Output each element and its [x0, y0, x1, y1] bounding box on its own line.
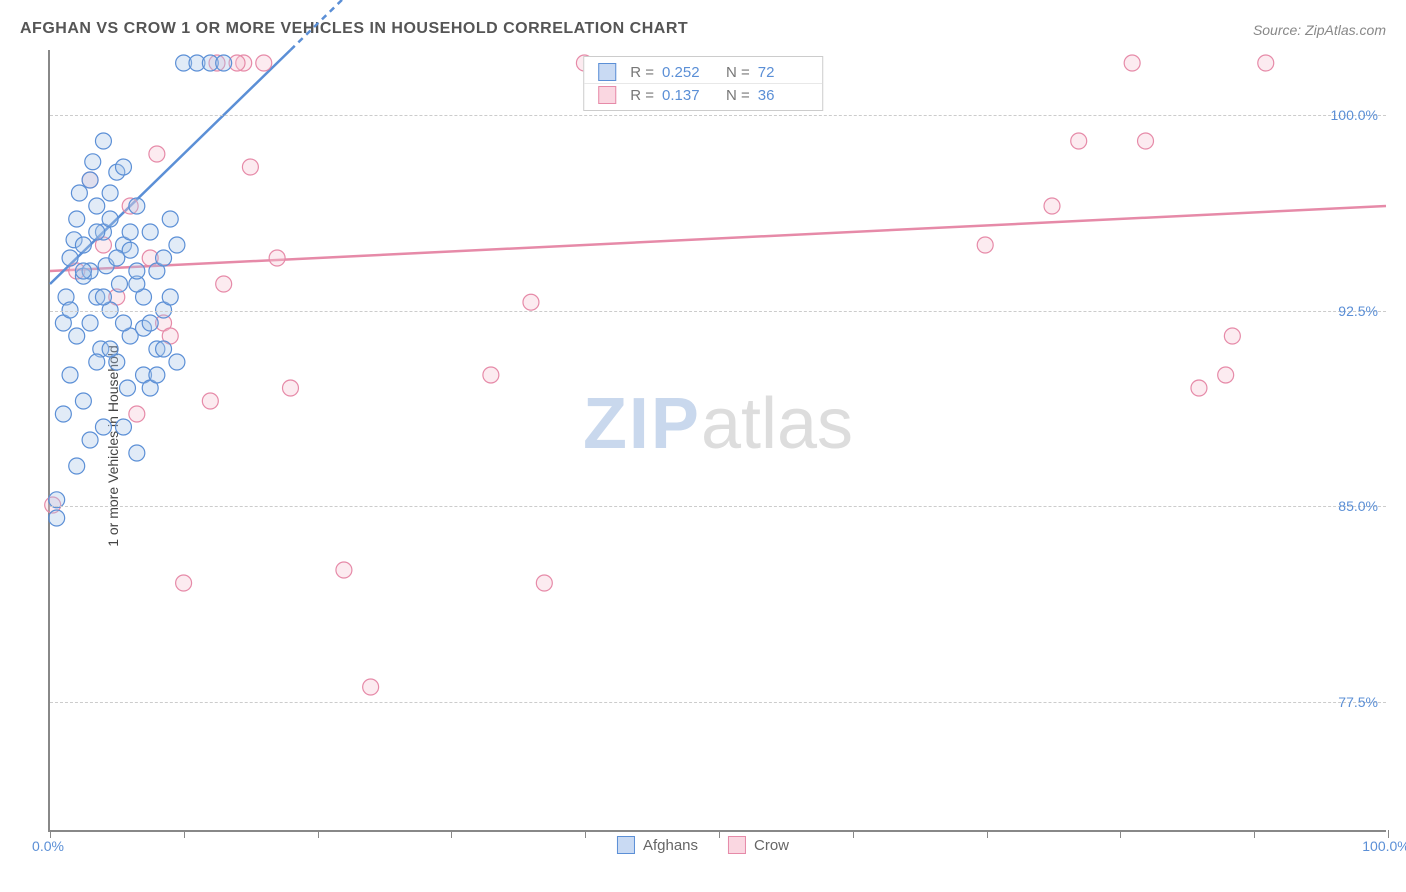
y-tick-label: 77.5% — [1338, 694, 1378, 710]
legend-item-crow: Crow — [728, 836, 789, 854]
y-tick-label: 85.0% — [1338, 498, 1378, 514]
plot-svg — [50, 50, 1386, 830]
legend-swatch-crow-icon — [728, 836, 746, 854]
r-value-crow: 0.137 — [662, 87, 712, 104]
gridline-h — [50, 311, 1386, 312]
legend-item-afghans: Afghans — [617, 836, 698, 854]
stats-row-afghans: R = 0.252 N = 72 — [584, 61, 822, 83]
stats-row-crow: R = 0.137 N = 36 — [584, 83, 822, 106]
legend-label-crow: Crow — [754, 837, 789, 854]
gridline-h — [50, 115, 1386, 116]
x-tick — [585, 830, 586, 838]
n-label: N = — [726, 64, 750, 81]
plot-area: ZIPatlas — [48, 50, 1386, 832]
x-tick — [50, 830, 51, 838]
legend-swatch-afghans-icon — [617, 836, 635, 854]
x-tick-label: 100.0% — [1362, 838, 1406, 854]
source-label: Source: ZipAtlas.com — [1253, 22, 1386, 38]
x-tick — [1254, 830, 1255, 838]
x-tick-label: 0.0% — [32, 838, 64, 854]
x-tick — [853, 830, 854, 838]
n-label-2: N = — [726, 87, 750, 104]
n-value-afghans: 72 — [758, 64, 808, 81]
gridline-h — [50, 702, 1386, 703]
r-value-afghans: 0.252 — [662, 64, 712, 81]
stats-box: R = 0.252 N = 72 R = 0.137 N = 36 — [583, 56, 823, 111]
swatch-crow-icon — [598, 86, 616, 104]
chart-title: AFGHAN VS CROW 1 OR MORE VEHICLES IN HOU… — [20, 20, 688, 38]
n-value-crow: 36 — [758, 87, 808, 104]
x-tick — [987, 830, 988, 838]
legend-label-afghans: Afghans — [643, 837, 698, 854]
gridline-h — [50, 506, 1386, 507]
x-tick — [1388, 830, 1389, 838]
x-tick — [1120, 830, 1121, 838]
chart-container: AFGHAN VS CROW 1 OR MORE VEHICLES IN HOU… — [0, 0, 1406, 892]
y-tick-label: 100.0% — [1331, 107, 1378, 123]
r-label: R = — [630, 64, 654, 81]
x-tick — [184, 830, 185, 838]
x-tick — [318, 830, 319, 838]
r-label-2: R = — [630, 87, 654, 104]
y-tick-label: 92.5% — [1338, 303, 1378, 319]
swatch-afghans-icon — [598, 63, 616, 81]
x-tick — [451, 830, 452, 838]
bottom-legend: Afghans Crow — [617, 836, 789, 854]
